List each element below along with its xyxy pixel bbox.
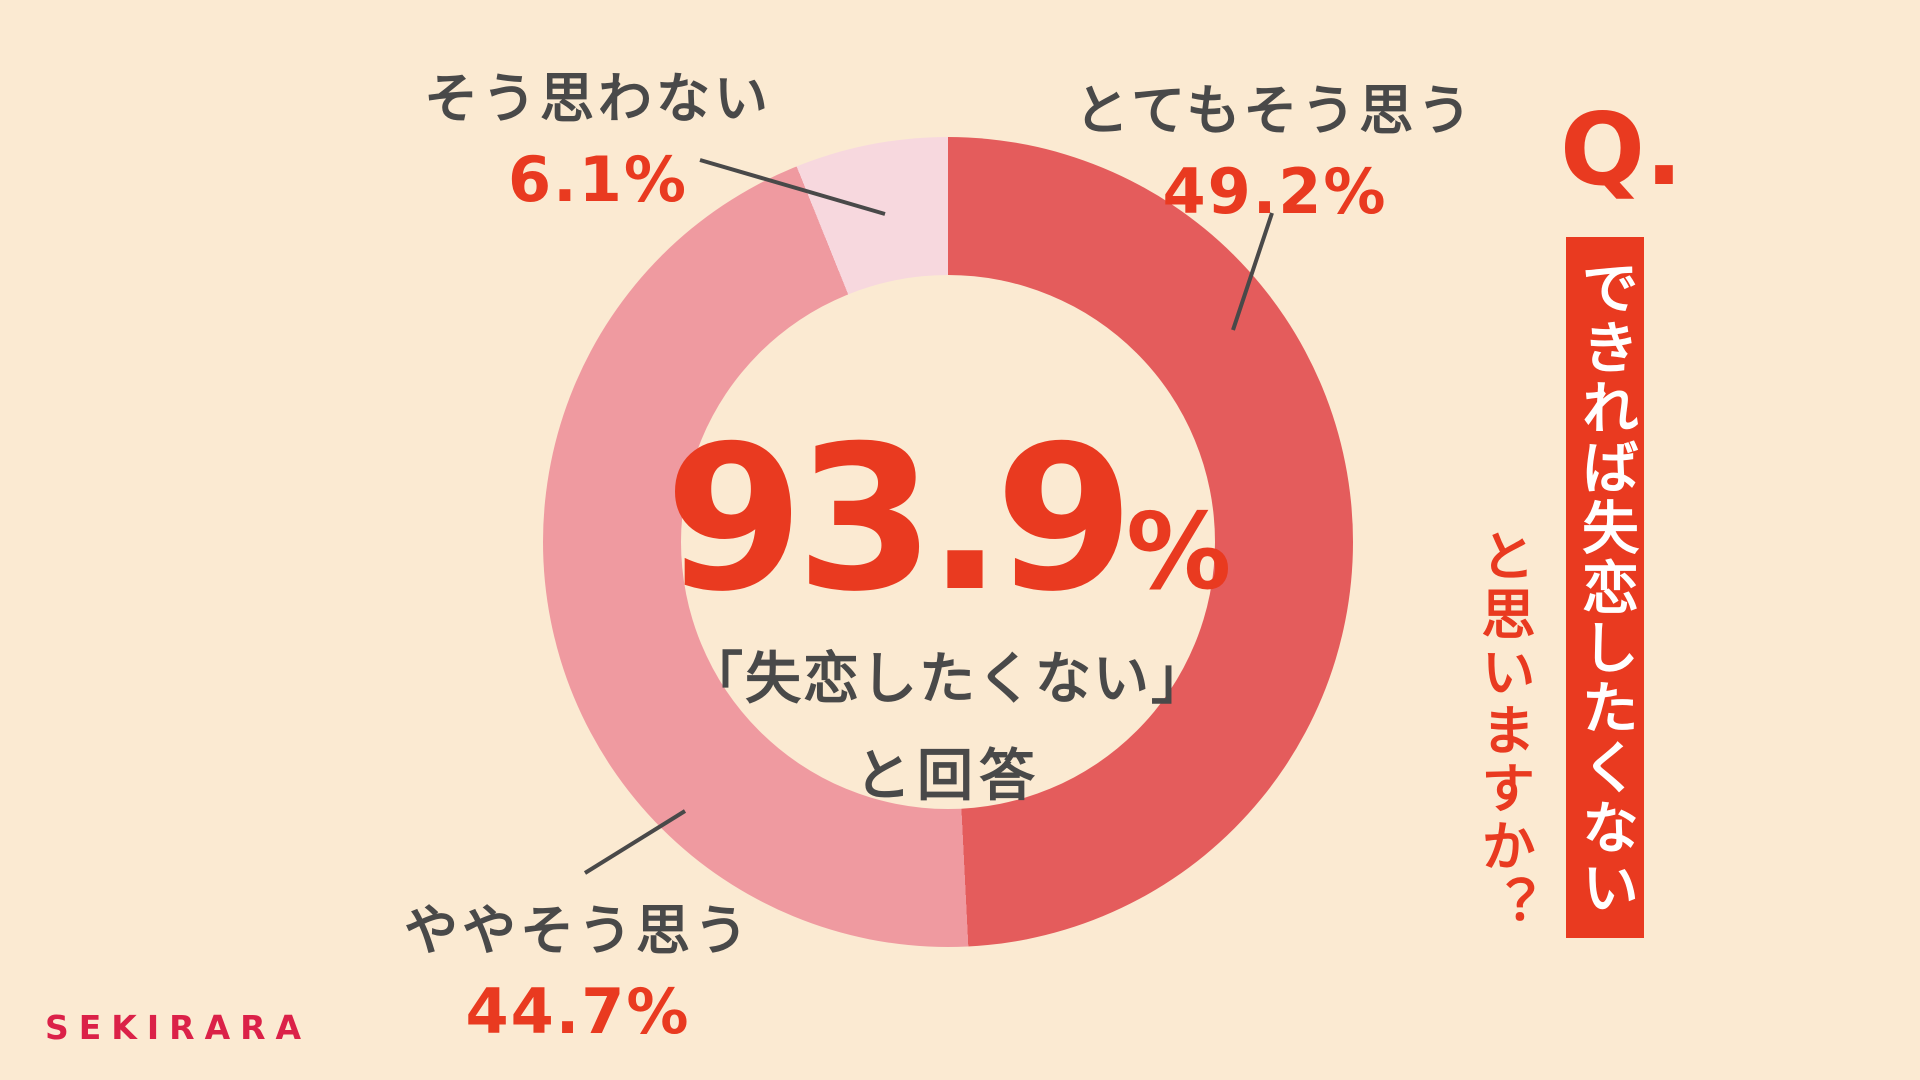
callout-somewhat-label: ややそう思う bbox=[404, 899, 752, 962]
donut-hole bbox=[681, 275, 1215, 809]
donut-center-text: 93.9% 「失恋したくない」 と回答 bbox=[665, 420, 1232, 812]
leader-line-somewhat bbox=[583, 809, 687, 875]
question-q-mark: Q. bbox=[1560, 91, 1683, 208]
callout-not: そう思わない 6.1% bbox=[424, 54, 772, 216]
center-caption-line2: と回答 bbox=[855, 744, 1041, 809]
center-percentage-value: 93.9 bbox=[664, 403, 1134, 636]
question-suffix-text: と思いますか？ bbox=[1472, 528, 1535, 934]
callout-not-label: そう思わない bbox=[424, 67, 772, 130]
question-banner: できれば失恋したくない bbox=[1566, 237, 1644, 938]
callout-strongly-label: とてもそう思う bbox=[1074, 79, 1476, 142]
callout-strongly-value: 49.2% bbox=[1162, 155, 1388, 228]
callout-strongly: とてもそう思う 49.2% bbox=[1075, 66, 1476, 228]
center-percentage-unit: % bbox=[1126, 491, 1232, 613]
center-percentage: 93.9% bbox=[665, 420, 1232, 620]
leader-line-strongly bbox=[1231, 212, 1274, 331]
leader-line-not bbox=[699, 158, 886, 216]
callout-not-value: 6.1% bbox=[508, 143, 688, 216]
center-caption-line1: 「失恋したくない」 bbox=[687, 647, 1209, 712]
callout-somewhat: ややそう思う 44.7% bbox=[404, 886, 752, 1048]
question-banner-text: できれば失恋したくない bbox=[1572, 257, 1639, 918]
sekirara-logo: SEKIRARA bbox=[45, 1008, 312, 1047]
callout-somewhat-value: 44.7% bbox=[465, 975, 691, 1048]
